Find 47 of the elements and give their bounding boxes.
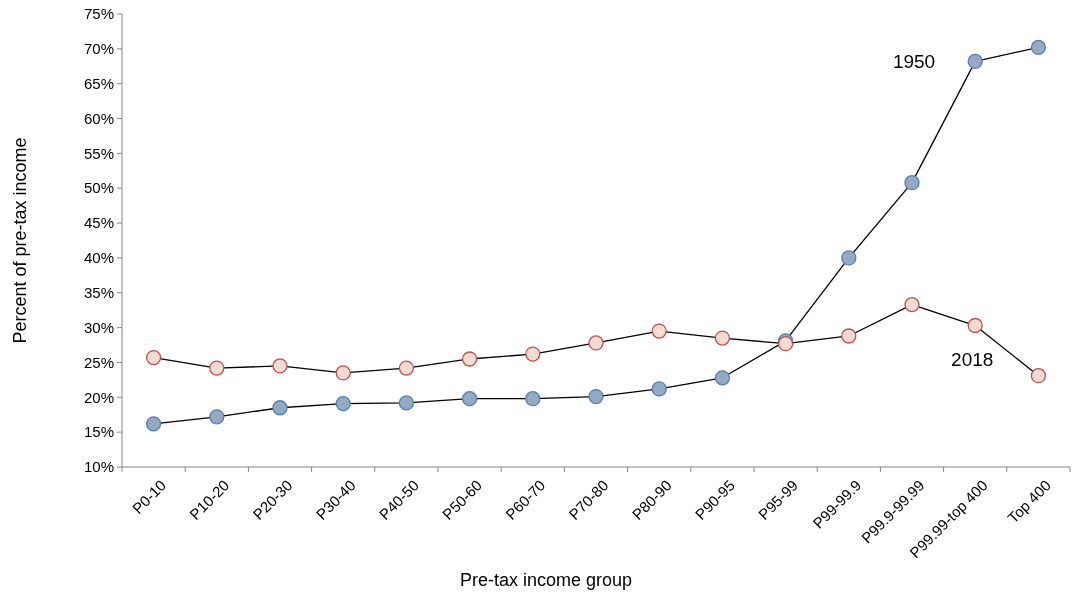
point [398,360,415,376]
point [145,416,162,432]
point [714,370,731,386]
point [1030,368,1047,384]
point [145,349,162,366]
point [209,360,225,376]
point [967,53,983,70]
point [1030,39,1047,56]
point [209,409,225,425]
y-tick-label: 60% [83,109,114,127]
y-tick-label: 40% [83,249,114,267]
point [461,351,478,367]
point [651,381,667,397]
y-tick-label: 30% [83,318,114,336]
point [272,400,288,416]
point [525,391,541,407]
y-tick-label: 75% [83,5,114,23]
y-tick-label: 65% [83,74,114,92]
y-tick-label: 55% [83,144,114,162]
x-tick-label: Top 400 [1004,476,1054,527]
point [651,323,667,339]
series-label: 1950 [892,51,936,73]
point [398,395,415,411]
y-tick-label: 50% [83,179,114,197]
point [714,330,731,346]
point [335,365,351,381]
point [272,358,288,374]
point [588,335,604,351]
point [967,317,983,334]
series-label: 2018 [951,348,994,370]
point [588,388,604,405]
y-tick-label: 35% [83,284,114,302]
point [841,328,857,344]
y-tick-label: 20% [83,388,114,406]
y-tick-label: 45% [83,214,114,232]
y-tick-label: 25% [83,353,114,371]
y-tick-label: 10% [83,458,114,476]
point [335,395,351,412]
y-tick-label: 15% [83,423,114,441]
point [904,175,920,191]
point [904,296,920,313]
point [841,250,857,266]
point [461,391,478,407]
x-axis-title: Pre-tax income group [459,570,633,590]
point [525,346,541,362]
y-axis-title: Percent of pre-tax income [10,137,30,344]
y-tick-label: 70% [83,40,114,58]
